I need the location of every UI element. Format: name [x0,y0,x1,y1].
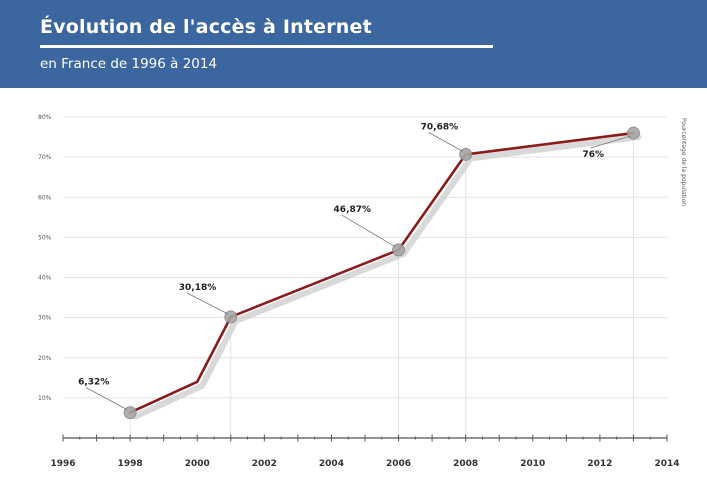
data-labels: 6,32% 30,18% 46,87% 70,68% 76% [78,122,631,410]
data-label: 30,18% [179,283,217,293]
series-group [128,131,642,420]
data-point [459,147,473,161]
x-tick-labels: 1996 1998 2000 2002 2004 2006 2008 2010 2012 2014 [50,459,679,469]
x-tick-label: 2004 [319,459,344,469]
data-label: 46,87% [334,205,372,215]
y-tick-label: 40% [38,275,52,282]
x-tick-label: 2012 [587,459,612,469]
x-tick-label: 2008 [453,459,478,469]
title-underline [40,45,493,48]
x-tick-label: 2002 [252,459,277,469]
x-tick-label: 2010 [520,459,545,469]
y-tick-labels: 10% 20% 30% 40% 50% 60% 70% 80% [38,114,52,402]
data-label-leader [341,214,396,248]
y-tick-label: 60% [38,194,52,201]
y-axis-label: Pourcentage de la population [680,118,687,206]
x-tick-label: 2000 [185,459,210,469]
y-tick-label: 80% [38,114,52,121]
y-tick-label: 50% [38,234,52,241]
data-label: 6,32% [78,378,109,388]
x-tick-label: 1998 [118,459,143,469]
series-line [128,131,635,414]
data-point [626,126,640,140]
data-label-leader [186,292,228,315]
y-tick-label: 30% [38,315,52,322]
chart-subtitle: en France de 1996 à 2014 [40,56,218,72]
y-tick-label: 70% [38,154,52,161]
x-tick-label: 1996 [50,459,75,469]
chart-title: Évolution de l'accès à Internet [40,16,372,38]
data-label-leader [428,132,463,152]
vertical-guides [129,133,634,438]
x-axis [62,434,668,442]
header-banner: Évolution de l'accès à Internet en Franc… [0,0,707,88]
data-label: 76% [582,150,604,160]
data-point [224,310,238,324]
data-label-leader [590,135,631,149]
data-label: 70,68% [421,122,459,132]
grid [63,116,667,399]
y-tick-label: 10% [38,395,52,402]
data-point [123,406,137,420]
data-point [392,243,406,257]
y-tick-label: 20% [38,355,52,362]
x-tick-label: 2014 [654,459,679,469]
x-tick-label: 2006 [386,459,411,469]
series-shadow [132,134,642,420]
data-label-leader [85,387,128,410]
line-chart: 10% 20% 30% 40% 50% 60% 70% 80% 1996 1998 2000 200… [38,114,687,469]
